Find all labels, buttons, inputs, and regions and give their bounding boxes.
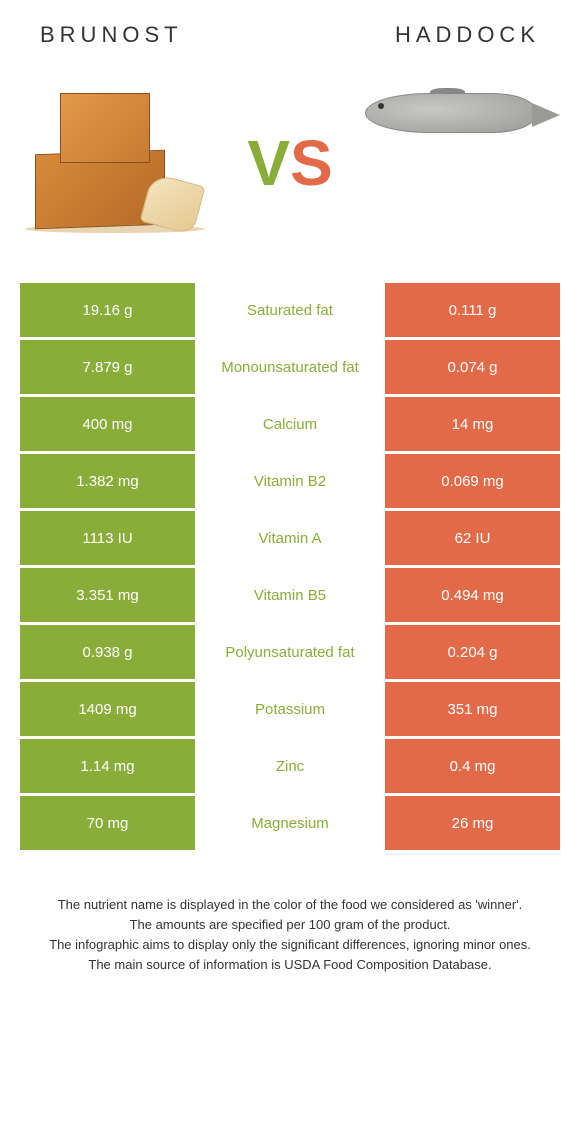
nutrient-label: Vitamin A [195, 511, 385, 565]
nutrient-label: Vitamin B5 [195, 568, 385, 622]
left-value: 1.14 mg [20, 739, 195, 793]
footnote-line: The main source of information is USDA F… [25, 955, 555, 975]
left-value: 1409 mg [20, 682, 195, 736]
right-value: 62 IU [385, 511, 560, 565]
right-value: 0.4 mg [385, 739, 560, 793]
table-row: 70 mgMagnesium26 mg [20, 796, 560, 850]
table-row: 3.351 mgVitamin B50.494 mg [20, 568, 560, 622]
brunost-image [20, 73, 220, 253]
table-row: 1.14 mgZinc0.4 mg [20, 739, 560, 793]
nutrient-table: 19.16 gSaturated fat0.111 g7.879 gMonoun… [10, 283, 570, 850]
left-value: 3.351 mg [20, 568, 195, 622]
nutrient-label: Potassium [195, 682, 385, 736]
title-row: BRUNOST HADDOCK [10, 22, 570, 48]
right-value: 0.074 g [385, 340, 560, 394]
right-value: 0.069 mg [385, 454, 560, 508]
right-value: 0.204 g [385, 625, 560, 679]
table-row: 1409 mgPotassium351 mg [20, 682, 560, 736]
hero-row: VS [10, 63, 570, 283]
table-row: 400 mgCalcium14 mg [20, 397, 560, 451]
footnote-line: The nutrient name is displayed in the co… [25, 895, 555, 915]
title-left: BRUNOST [40, 22, 183, 48]
nutrient-label: Monounsaturated fat [195, 340, 385, 394]
left-value: 7.879 g [20, 340, 195, 394]
right-value: 0.494 mg [385, 568, 560, 622]
vs-v: V [247, 131, 290, 195]
haddock-image [360, 73, 560, 253]
nutrient-label: Zinc [195, 739, 385, 793]
right-value: 351 mg [385, 682, 560, 736]
nutrient-label: Polyunsaturated fat [195, 625, 385, 679]
table-row: 1113 IUVitamin A62 IU [20, 511, 560, 565]
right-value: 14 mg [385, 397, 560, 451]
right-value: 0.111 g [385, 283, 560, 337]
footnote-line: The infographic aims to display only the… [25, 935, 555, 955]
left-value: 19.16 g [20, 283, 195, 337]
footnote: The nutrient name is displayed in the co… [10, 895, 570, 976]
table-row: 7.879 gMonounsaturated fat0.074 g [20, 340, 560, 394]
title-right: HADDOCK [395, 22, 540, 48]
left-value: 1.382 mg [20, 454, 195, 508]
nutrient-label: Saturated fat [195, 283, 385, 337]
nutrient-label: Vitamin B2 [195, 454, 385, 508]
nutrient-label: Magnesium [195, 796, 385, 850]
table-row: 1.382 mgVitamin B20.069 mg [20, 454, 560, 508]
table-row: 19.16 gSaturated fat0.111 g [20, 283, 560, 337]
left-value: 0.938 g [20, 625, 195, 679]
nutrient-label: Calcium [195, 397, 385, 451]
footnote-line: The amounts are specified per 100 gram o… [25, 915, 555, 935]
right-value: 26 mg [385, 796, 560, 850]
table-row: 0.938 gPolyunsaturated fat0.204 g [20, 625, 560, 679]
left-value: 400 mg [20, 397, 195, 451]
vs-label: VS [247, 131, 332, 195]
left-value: 70 mg [20, 796, 195, 850]
left-value: 1113 IU [20, 511, 195, 565]
vs-s: S [290, 131, 333, 195]
